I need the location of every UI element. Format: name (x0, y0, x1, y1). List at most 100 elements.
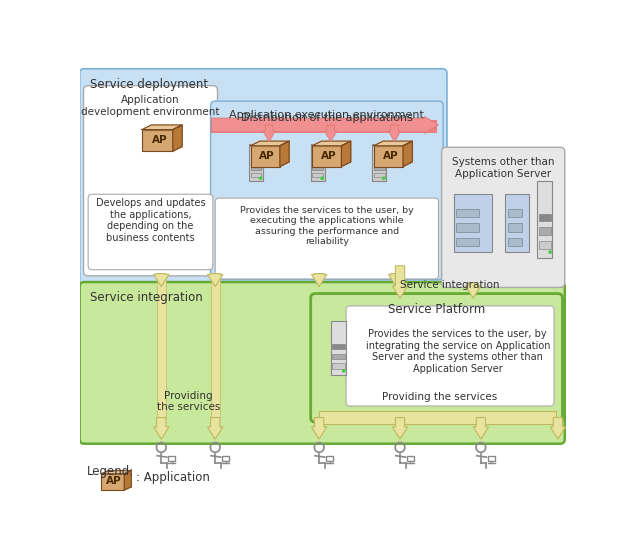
Polygon shape (101, 470, 131, 474)
FancyArrow shape (473, 418, 488, 439)
Bar (539, 241, 551, 249)
Bar (333, 344, 345, 349)
Polygon shape (251, 141, 289, 146)
FancyArrow shape (153, 418, 169, 439)
Bar (456, 237, 480, 246)
Bar (101, 474, 124, 490)
FancyArrow shape (392, 266, 408, 298)
Text: Legend:: Legend: (86, 465, 134, 478)
Text: Providing
the services: Providing the services (156, 391, 220, 412)
Polygon shape (280, 141, 289, 166)
Text: Application execution environment: Application execution environment (230, 110, 424, 120)
Bar (537, 181, 553, 258)
Bar (211, 119, 437, 133)
Text: Provides the services to the user, by
integrating the service on Application
Ser: Provides the services to the user, by in… (365, 329, 550, 374)
Bar (456, 223, 480, 232)
FancyBboxPatch shape (80, 282, 565, 444)
Bar (508, 237, 522, 246)
FancyArrow shape (466, 283, 481, 298)
Polygon shape (341, 141, 351, 166)
Bar (488, 456, 495, 461)
Bar (251, 146, 280, 166)
FancyBboxPatch shape (83, 86, 218, 276)
Bar (142, 129, 173, 151)
Bar (331, 321, 346, 375)
FancyArrow shape (312, 418, 327, 439)
Bar (319, 412, 557, 424)
FancyArrow shape (211, 116, 439, 133)
Text: Provides the services to the user, by
executing the applications while
assuring : Provides the services to the user, by ex… (240, 206, 414, 246)
Bar (508, 209, 522, 217)
Text: AP: AP (382, 151, 398, 161)
Text: Service integration: Service integration (400, 281, 500, 291)
FancyArrow shape (312, 274, 327, 287)
FancyArrow shape (208, 418, 223, 439)
Bar (333, 354, 345, 359)
Polygon shape (312, 141, 351, 146)
Bar (326, 456, 333, 461)
Circle shape (382, 177, 385, 179)
Bar (374, 160, 385, 164)
Bar (211, 279, 220, 418)
Bar (539, 213, 551, 221)
FancyArrow shape (208, 274, 223, 287)
Polygon shape (403, 141, 412, 166)
FancyArrow shape (550, 418, 565, 439)
Bar (407, 456, 414, 461)
Bar (372, 144, 386, 181)
FancyBboxPatch shape (442, 147, 565, 287)
Bar (539, 227, 551, 235)
Text: AP: AP (259, 151, 275, 161)
Text: AP: AP (321, 151, 336, 161)
Polygon shape (124, 470, 131, 490)
FancyArrow shape (392, 418, 408, 439)
Bar (374, 166, 385, 170)
Text: AP: AP (107, 477, 122, 487)
Text: Service deployment: Service deployment (90, 78, 208, 91)
Bar (310, 144, 324, 181)
Bar (312, 173, 323, 177)
Circle shape (321, 177, 324, 179)
Bar (312, 160, 323, 164)
Polygon shape (142, 125, 182, 129)
Bar (456, 209, 480, 217)
FancyBboxPatch shape (88, 194, 213, 270)
Text: : Application: : Application (136, 471, 209, 484)
FancyBboxPatch shape (215, 198, 439, 279)
Polygon shape (374, 141, 412, 146)
Bar (251, 160, 261, 164)
Circle shape (343, 370, 345, 372)
FancyArrow shape (324, 125, 337, 142)
Bar (249, 144, 263, 181)
Text: Service integration: Service integration (90, 291, 203, 304)
Bar (222, 456, 229, 461)
Bar (251, 173, 261, 177)
FancyBboxPatch shape (346, 306, 554, 406)
Polygon shape (173, 125, 182, 151)
FancyBboxPatch shape (310, 293, 562, 422)
Bar (508, 223, 522, 232)
Bar (168, 456, 175, 461)
Text: Develops and updates
the applications,
depending on the
business contents: Develops and updates the applications, d… (96, 198, 205, 243)
FancyArrow shape (263, 125, 275, 142)
FancyArrow shape (389, 125, 401, 142)
Bar (312, 166, 323, 170)
Bar (374, 173, 385, 177)
Bar (454, 194, 492, 252)
FancyArrow shape (153, 274, 169, 287)
Text: Systems other than
Application Server: Systems other than Application Server (452, 157, 555, 179)
Circle shape (259, 177, 262, 179)
Circle shape (549, 251, 551, 253)
Text: AP: AP (151, 136, 167, 146)
FancyBboxPatch shape (80, 69, 447, 287)
FancyArrow shape (389, 274, 404, 287)
Text: Application
development environment: Application development environment (81, 95, 220, 116)
FancyBboxPatch shape (211, 101, 443, 280)
Bar (505, 194, 529, 252)
Bar (156, 279, 166, 418)
Bar (374, 146, 403, 166)
Text: Service Platform: Service Platform (387, 303, 485, 316)
Bar (312, 146, 341, 166)
Bar (333, 363, 345, 368)
Bar (251, 166, 261, 170)
